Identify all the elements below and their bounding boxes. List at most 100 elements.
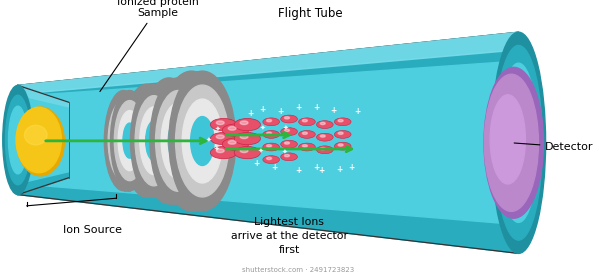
- Ellipse shape: [492, 32, 545, 253]
- Ellipse shape: [158, 71, 225, 211]
- Ellipse shape: [132, 107, 160, 174]
- Ellipse shape: [159, 119, 179, 163]
- Ellipse shape: [24, 125, 47, 145]
- Polygon shape: [18, 85, 69, 195]
- Ellipse shape: [131, 84, 177, 197]
- Ellipse shape: [112, 111, 135, 171]
- Ellipse shape: [141, 78, 197, 204]
- Circle shape: [228, 127, 236, 130]
- Circle shape: [320, 135, 325, 137]
- Ellipse shape: [485, 74, 538, 211]
- Circle shape: [320, 148, 325, 150]
- Text: +: +: [295, 166, 301, 175]
- Circle shape: [216, 121, 224, 125]
- Circle shape: [234, 132, 260, 145]
- Text: Flight Tube: Flight Tube: [278, 7, 342, 20]
- Text: ✦: ✦: [215, 126, 221, 132]
- Circle shape: [281, 140, 297, 148]
- Ellipse shape: [156, 90, 201, 191]
- Ellipse shape: [123, 123, 136, 158]
- Ellipse shape: [150, 78, 206, 204]
- Circle shape: [284, 155, 290, 157]
- Circle shape: [263, 118, 280, 126]
- Ellipse shape: [114, 101, 145, 181]
- Circle shape: [316, 133, 333, 141]
- Text: +: +: [313, 103, 319, 112]
- Ellipse shape: [145, 121, 162, 160]
- Text: +: +: [355, 108, 361, 116]
- Circle shape: [299, 143, 315, 151]
- Circle shape: [210, 118, 237, 131]
- Circle shape: [240, 135, 248, 139]
- Circle shape: [338, 120, 343, 122]
- Circle shape: [263, 156, 280, 164]
- Circle shape: [284, 129, 290, 132]
- Polygon shape: [18, 32, 519, 253]
- Ellipse shape: [484, 67, 544, 218]
- Circle shape: [234, 118, 260, 131]
- Ellipse shape: [168, 119, 188, 163]
- Circle shape: [210, 146, 237, 159]
- Circle shape: [228, 141, 236, 144]
- Text: +: +: [271, 164, 277, 172]
- Circle shape: [234, 146, 260, 159]
- Text: +: +: [337, 165, 343, 174]
- Text: ✦: ✦: [213, 146, 219, 152]
- Text: ✦: ✦: [206, 137, 212, 143]
- Ellipse shape: [147, 90, 191, 191]
- Circle shape: [266, 132, 272, 134]
- Ellipse shape: [180, 116, 203, 165]
- Text: +: +: [247, 109, 253, 118]
- Circle shape: [281, 153, 297, 161]
- Text: +: +: [253, 159, 259, 168]
- Circle shape: [266, 157, 272, 160]
- Ellipse shape: [8, 106, 27, 174]
- Circle shape: [316, 146, 333, 154]
- Circle shape: [284, 117, 290, 119]
- Circle shape: [281, 115, 297, 123]
- Ellipse shape: [176, 85, 229, 197]
- Ellipse shape: [123, 84, 170, 197]
- Circle shape: [216, 135, 224, 139]
- Ellipse shape: [161, 103, 195, 179]
- Circle shape: [302, 132, 308, 134]
- Ellipse shape: [140, 107, 168, 174]
- Ellipse shape: [165, 85, 218, 197]
- Text: ✦: ✦: [258, 148, 264, 154]
- Text: +: +: [331, 106, 337, 115]
- Circle shape: [216, 149, 224, 153]
- Polygon shape: [18, 32, 519, 94]
- Circle shape: [299, 130, 315, 138]
- Text: ✦: ✦: [282, 149, 288, 155]
- Text: Ion Source: Ion Source: [63, 225, 122, 235]
- Circle shape: [240, 149, 248, 153]
- Ellipse shape: [16, 107, 61, 173]
- Text: +: +: [277, 108, 283, 116]
- Ellipse shape: [3, 85, 33, 195]
- Ellipse shape: [495, 45, 542, 240]
- Polygon shape: [18, 85, 69, 111]
- Polygon shape: [18, 96, 69, 184]
- Circle shape: [302, 145, 308, 147]
- Ellipse shape: [17, 107, 64, 176]
- Circle shape: [240, 121, 248, 125]
- Ellipse shape: [490, 95, 526, 184]
- Circle shape: [334, 118, 351, 126]
- Circle shape: [210, 132, 237, 145]
- Text: +: +: [313, 164, 319, 172]
- Ellipse shape: [182, 99, 222, 183]
- Text: Ionized protein
Sample: Ionized protein Sample: [100, 0, 199, 92]
- Circle shape: [334, 142, 351, 150]
- Ellipse shape: [152, 103, 186, 179]
- Ellipse shape: [191, 116, 214, 165]
- Circle shape: [284, 142, 290, 144]
- Circle shape: [266, 120, 272, 122]
- Ellipse shape: [110, 90, 149, 191]
- Text: Detector: Detector: [514, 142, 594, 152]
- Ellipse shape: [118, 111, 141, 171]
- Circle shape: [302, 120, 308, 122]
- Circle shape: [263, 130, 280, 138]
- Text: +: +: [295, 103, 301, 112]
- Circle shape: [334, 130, 351, 138]
- Ellipse shape: [499, 63, 538, 222]
